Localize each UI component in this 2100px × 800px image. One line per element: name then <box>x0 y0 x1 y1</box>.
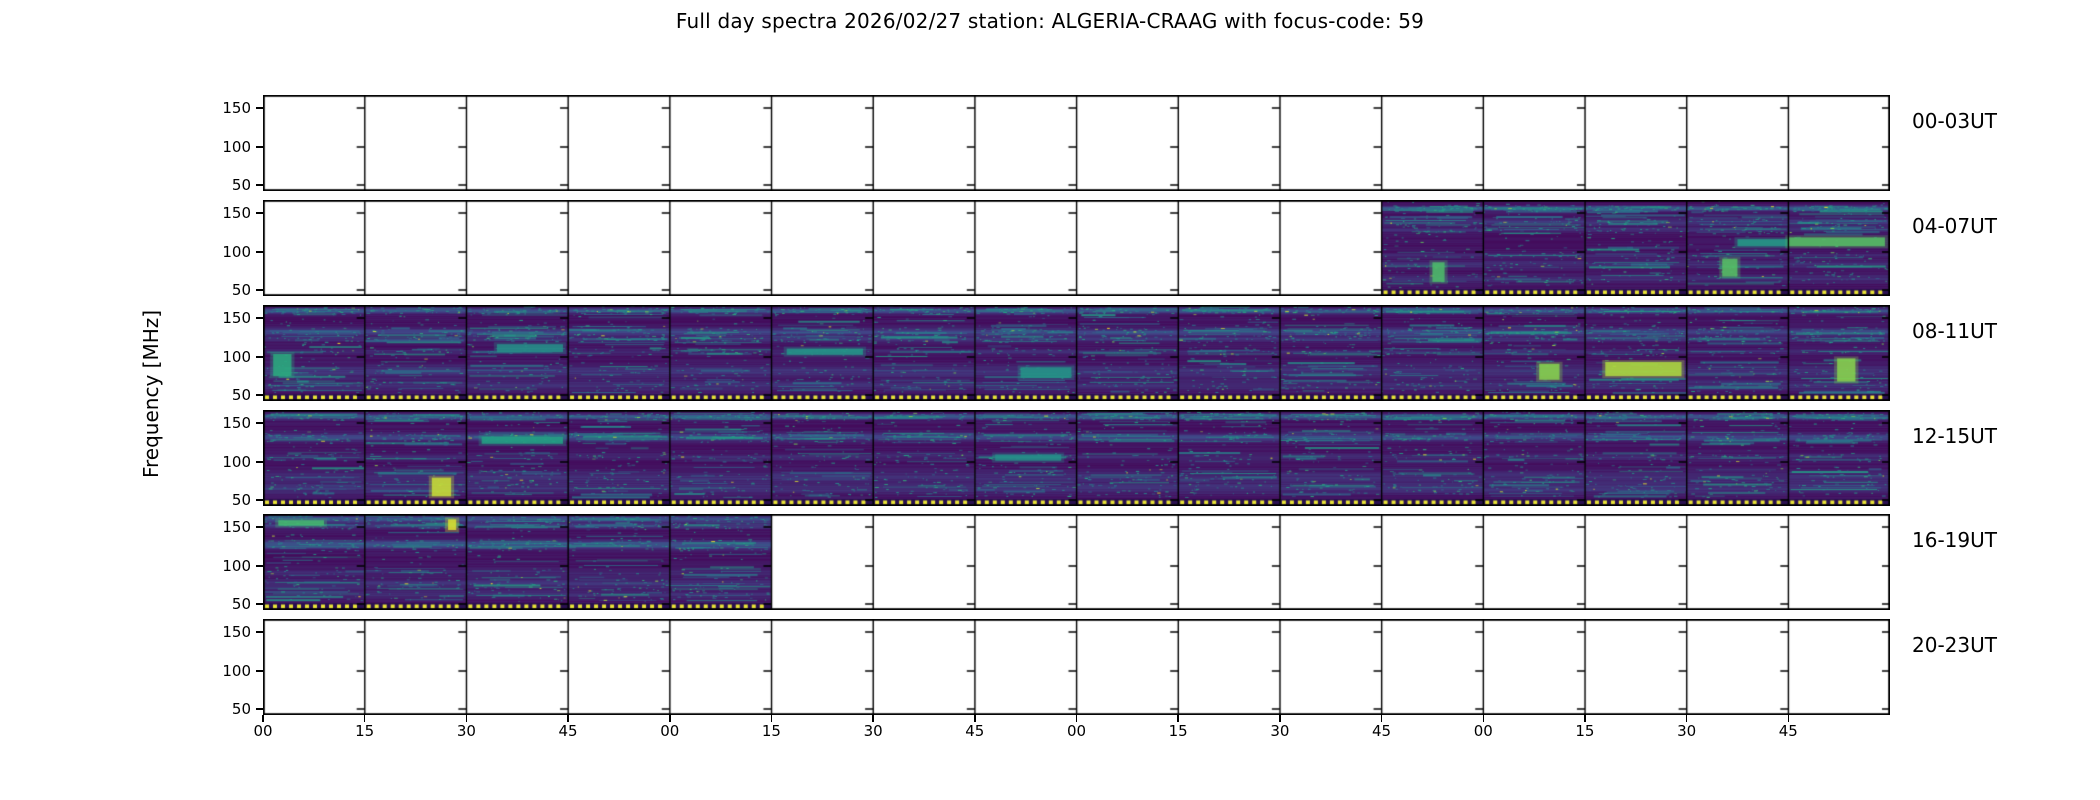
freq-tick-label: 50 <box>231 281 251 299</box>
spectrogram-row-12-15UT <box>263 410 1890 506</box>
time-tick-mark <box>1584 715 1586 722</box>
time-tick-label: 30 <box>1677 722 1697 740</box>
freq-tick-label: 150 <box>222 99 251 117</box>
freq-tick-mark <box>256 212 263 214</box>
time-tick-label: 30 <box>863 722 883 740</box>
time-tick-label: 15 <box>1168 722 1188 740</box>
row-label-00-03UT: 00-03UT <box>1912 109 1997 133</box>
time-tick-label: 00 <box>1066 722 1087 740</box>
freq-tick-label: 100 <box>222 138 251 156</box>
freq-tick-mark <box>256 317 263 319</box>
time-tick-label: 15 <box>1575 722 1595 740</box>
y-axis-label: Frequency [MHz] <box>139 309 163 479</box>
row-label-04-07UT: 04-07UT <box>1912 214 1997 238</box>
freq-tick-mark <box>256 631 263 633</box>
time-tick-mark <box>262 715 264 722</box>
row-label-08-11UT: 08-11UT <box>1912 319 1997 343</box>
freq-tick-label: 50 <box>231 595 251 613</box>
freq-tick-label: 100 <box>222 662 251 680</box>
time-tick-mark <box>1787 715 1790 722</box>
time-tick-mark <box>567 715 569 722</box>
freq-tick-mark <box>256 422 263 424</box>
row-label-12-15UT: 12-15UT <box>1912 424 1997 448</box>
time-tick-mark <box>974 715 976 722</box>
spectrogram-row-08-11UT <box>263 305 1890 401</box>
time-tick-mark <box>1177 715 1179 722</box>
time-tick-label: 00 <box>660 722 680 740</box>
spectrogram-row-16-19UT <box>263 514 1890 610</box>
row-label-16-19UT: 16-19UT <box>1912 528 1997 552</box>
time-tick-label: 45 <box>965 722 985 740</box>
freq-tick-label: 150 <box>222 414 251 432</box>
time-tick-mark <box>465 715 468 722</box>
time-tick-mark <box>669 715 671 722</box>
freq-tick-label: 100 <box>222 557 251 575</box>
time-tick-mark <box>1380 715 1383 722</box>
freq-tick-label: 100 <box>222 453 251 471</box>
spectrogram-row-04-07UT <box>263 200 1890 296</box>
freq-tick-label: 50 <box>231 700 251 718</box>
time-tick-label: 45 <box>558 722 578 740</box>
freq-tick-mark <box>256 565 263 567</box>
time-tick-label: 30 <box>456 722 476 740</box>
freq-tick-label: 150 <box>222 204 251 222</box>
freq-tick-mark <box>256 107 263 109</box>
spectrogram-row-00-03UT <box>263 95 1890 191</box>
freq-tick-mark <box>256 670 263 672</box>
freq-tick-label: 100 <box>222 243 251 261</box>
time-tick-label: 15 <box>761 722 781 740</box>
freq-tick-mark <box>256 289 263 291</box>
time-tick-label: 15 <box>355 722 375 740</box>
time-tick-mark <box>1075 715 1078 722</box>
figure-title: Full day spectra 2026/02/27 station: ALG… <box>675 9 1425 33</box>
freq-tick-mark <box>256 461 263 463</box>
freq-tick-mark <box>256 499 263 501</box>
time-tick-mark <box>872 715 874 722</box>
freq-tick-label: 50 <box>231 176 251 194</box>
freq-tick-mark <box>256 184 263 186</box>
time-tick-mark <box>1685 715 1688 722</box>
time-tick-mark <box>1279 715 1281 722</box>
time-tick-mark <box>363 715 366 722</box>
freq-tick-label: 150 <box>222 309 251 327</box>
time-tick-label: 45 <box>1372 722 1392 740</box>
freq-tick-mark <box>256 526 263 528</box>
freq-tick-mark <box>256 603 263 605</box>
time-tick-label: 00 <box>1473 722 1493 740</box>
freq-tick-mark <box>256 251 263 253</box>
freq-tick-label: 50 <box>231 386 251 404</box>
freq-tick-mark <box>256 146 263 148</box>
freq-tick-mark <box>256 708 263 710</box>
freq-tick-mark <box>256 356 263 358</box>
freq-tick-label: 100 <box>222 348 251 366</box>
time-tick-label: 00 <box>253 722 273 740</box>
freq-tick-label: 150 <box>222 518 251 536</box>
time-tick-label: 30 <box>1270 722 1290 740</box>
freq-tick-mark <box>256 394 263 396</box>
time-tick-mark <box>1482 715 1484 722</box>
spectrogram-row-20-23UT <box>263 619 1890 715</box>
row-label-20-23UT: 20-23UT <box>1912 633 1997 657</box>
freq-tick-label: 50 <box>231 491 251 509</box>
time-tick-mark <box>770 715 773 722</box>
time-tick-label: 45 <box>1778 722 1798 740</box>
freq-tick-label: 150 <box>222 623 251 641</box>
